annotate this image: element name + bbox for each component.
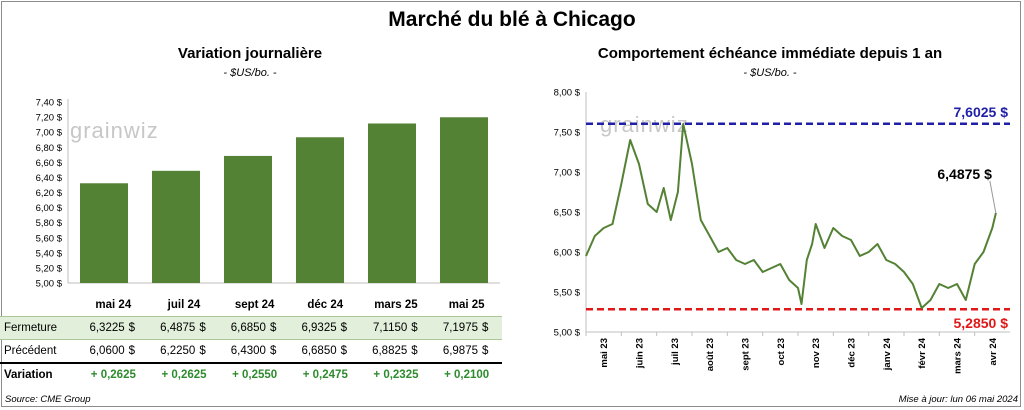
currency-cell: $: [267, 316, 290, 340]
y-tick-label: 5,60 $: [36, 233, 63, 244]
y-tick-label: 5,40 $: [36, 248, 63, 259]
bar: [296, 137, 344, 283]
month-header: mai 25: [448, 299, 485, 311]
right-chart-unit: - $US/bo. -: [743, 67, 797, 79]
x-tick-label: sept 23: [741, 338, 752, 371]
y-tick-label: 6,80 $: [36, 143, 63, 154]
y-tick-label: 6,50 $: [554, 208, 581, 219]
row-label: Fermeture: [0, 316, 78, 340]
y-tick-label: 6,20 $: [36, 188, 63, 199]
currency-cell: $: [409, 316, 432, 340]
x-tick-label: avr 24: [988, 337, 999, 365]
table-cell: 6,3225: [78, 316, 127, 340]
y-tick-label: 5,00 $: [36, 279, 63, 290]
x-tick-label: juil 23: [670, 338, 681, 366]
currency-cell: $: [338, 316, 361, 340]
x-tick-label: janv 24: [882, 337, 893, 371]
y-tick-label: 7,50 $: [554, 128, 581, 139]
price-table: mai 24 juil 24 sept 24 déc 24 mars 25 mai 25 F…: [0, 294, 502, 386]
x-tick-label: mars 24: [953, 337, 964, 374]
x-tick-label: août 23: [705, 338, 716, 371]
y-tick-label: 5,20 $: [36, 263, 63, 274]
table-cell: + 0,2325: [360, 362, 432, 386]
table-cell: + 0,2625: [148, 362, 220, 386]
month-header: mars 25: [374, 299, 418, 311]
left-chart-title: Variation journalière: [177, 45, 323, 62]
table-cell: 7,1150: [360, 316, 410, 340]
table-cell: 6,6850: [219, 316, 268, 340]
table-row: Fermeture 6,3225 $6,4875 $6,6850 $6,9325 $7,1…: [0, 316, 502, 340]
row-label: Précédent: [4, 345, 57, 357]
y-tick-label: 5,00 $: [554, 328, 581, 339]
y-tick-label: 6,00 $: [36, 203, 63, 214]
currency-cell: $: [197, 316, 220, 340]
x-tick-label: juin 23: [635, 338, 646, 369]
table-row: Variation + 0,2625 + 0,2625 + 0,2550 + 0,247…: [0, 362, 502, 386]
table-cell: 6,4875: [148, 316, 198, 340]
currency-cell: $: [482, 345, 489, 357]
x-tick-label: mai 23: [599, 338, 610, 368]
table-cell: 7,1975: [431, 316, 480, 340]
currency-cell: $: [411, 345, 418, 357]
table-cell: 6,6850: [301, 345, 337, 357]
update-note: Mise à jour: lun 06 mai 2024: [898, 394, 1018, 405]
line-chart: 5,00 $ 5,50 $ 6,00 $ 6,50 $ 7,00 $ 7,50 $ 8,00…: [554, 88, 1010, 374]
y-tick-label: 6,00 $: [554, 248, 581, 259]
x-tick-label: déc 23: [847, 338, 858, 368]
source-note: Source: CME Group: [5, 394, 91, 405]
month-header: sept 24: [234, 299, 275, 311]
table-header-row: mai 24 juil 24 sept 24 déc 24 mars 25 mai 25: [0, 294, 502, 317]
table-cell: 6,2250: [160, 345, 196, 357]
currency-cell: $: [269, 345, 277, 357]
currency-cell: $: [480, 316, 502, 340]
table-cell: + 0,2550: [219, 362, 290, 386]
bar: [368, 123, 416, 284]
currency-cell: $: [128, 345, 136, 357]
high-label: 7,6025 $: [954, 104, 1009, 120]
last-value-leader: [989, 180, 997, 214]
bar: [440, 117, 488, 283]
x-tick-label: nov 23: [811, 338, 822, 368]
table-cell: 6,8825: [372, 345, 408, 357]
page-title: Marché du blé à Chicago: [388, 8, 636, 31]
y-tick-label: 5,80 $: [36, 218, 63, 229]
bar: [152, 170, 200, 283]
x-tick-label: févr 24: [917, 337, 928, 368]
x-tick-label: oct 23: [776, 338, 787, 365]
y-tick-label: 6,40 $: [36, 173, 63, 184]
bar: [80, 183, 128, 283]
table-cell: 6,4300: [230, 345, 266, 357]
bar: [224, 155, 272, 283]
last-value-label: 6,4875 $: [937, 166, 992, 182]
currency-cell: $: [199, 345, 206, 357]
table-cell: + 0,2100: [431, 362, 502, 386]
price-series-line: [585, 123, 997, 309]
y-tick-label: 7,40 $: [36, 98, 63, 109]
currency-cell: $: [126, 316, 149, 340]
bar-chart: 5,00 $ 5,20 $ 5,40 $ 5,60 $ 5,80 $ 6,00 $ 6,20…: [36, 98, 500, 290]
y-tick-label: 7,20 $: [36, 113, 63, 124]
y-tick-label: 7,00 $: [554, 168, 581, 179]
table-cell: 6,0600: [89, 345, 125, 357]
table-cell: + 0,2475: [289, 362, 361, 386]
watermark-left: grainwiz: [70, 118, 159, 143]
left-chart-unit: - $US/bo. -: [223, 67, 277, 79]
month-header: juil 24: [167, 299, 201, 311]
y-tick-label: 8,00 $: [554, 88, 581, 99]
table-cell: + 0,2625: [78, 362, 149, 386]
low-label: 5,2850 $: [954, 315, 1009, 331]
table-cell: 6,9325: [289, 316, 339, 340]
table-cell: 6,9875: [442, 345, 478, 357]
month-header: mai 24: [95, 299, 132, 311]
table-row: Précédent 6,0600 $6,2250 $6,4300 $6,6850 $6,8…: [0, 340, 502, 364]
y-tick-label: 6,60 $: [36, 158, 63, 169]
right-chart-title: Comportement échéance immédiate depuis 1…: [597, 45, 943, 62]
y-tick-label: 5,50 $: [554, 288, 581, 299]
row-label: Variation: [0, 362, 78, 386]
month-header: déc 24: [307, 299, 344, 311]
currency-cell: $: [340, 345, 348, 357]
y-tick-label: 7,00 $: [36, 128, 63, 139]
table-corner: [0, 294, 78, 317]
